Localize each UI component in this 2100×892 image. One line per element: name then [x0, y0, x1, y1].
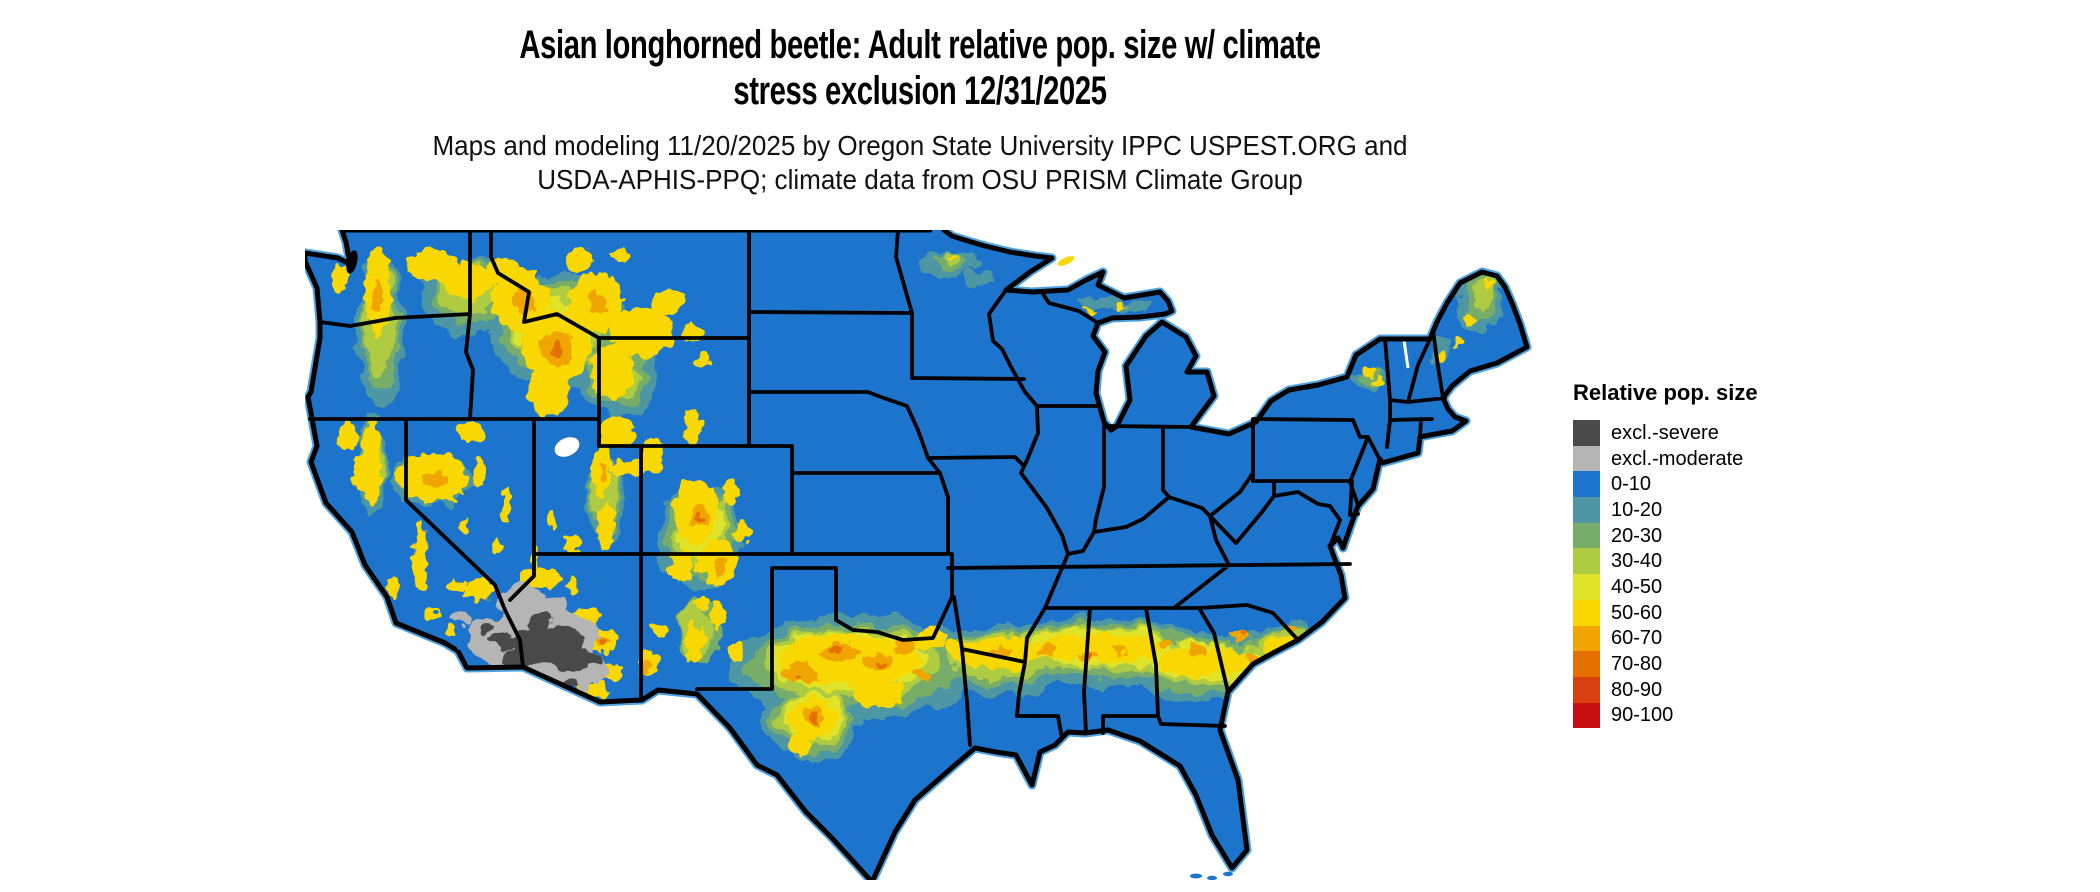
overlay-exclusion-severe: [480, 613, 599, 692]
national-border: [305, 230, 1530, 880]
legend-label: excl.-moderate: [1611, 447, 1744, 470]
title-line-2: stress exclusion 12/31/2025: [733, 69, 1107, 113]
page-subtitle: Maps and modeling 11/20/2025 by Oregon S…: [64, 129, 1775, 197]
legend-label: 0-10: [1611, 473, 1652, 496]
legend-swatch-20-30: [1573, 522, 1600, 549]
legend-item-20-30: 20-30: [1573, 522, 1853, 549]
legend-label: 60-70: [1611, 627, 1663, 650]
legend-swatch-80-90: [1573, 676, 1600, 703]
legend-label: 10-20: [1611, 498, 1663, 521]
legend-label: 70-80: [1611, 653, 1663, 676]
legend-swatch-excl-moderate: [1573, 445, 1600, 472]
legend-label: 90-100: [1611, 704, 1674, 727]
legend-label: 30-40: [1611, 550, 1663, 573]
legend-label: excl.-severe: [1611, 421, 1719, 444]
legend-label: 40-50: [1611, 575, 1663, 598]
isle-royale: [1057, 256, 1075, 266]
subtitle-line-2: USDA-APHIS-PPQ; climate data from OSU PR…: [537, 164, 1303, 195]
great-salt-lake: [554, 437, 580, 457]
overlay-pop-70-80: [549, 342, 1246, 722]
legend-swatch-50-60: [1573, 599, 1600, 626]
legend-swatch-0-10: [1573, 471, 1600, 498]
legend-item-10-20: 10-20: [1573, 497, 1853, 523]
offshore-cells: [433, 610, 1233, 880]
legend-item-70-80: 70-80: [1573, 651, 1853, 677]
legend-item-60-70: 60-70: [1573, 625, 1853, 652]
legend-item-50-60: 50-60: [1573, 599, 1853, 626]
legend-item-40-50: 40-50: [1573, 574, 1853, 600]
legend-swatch-70-80: [1573, 651, 1600, 677]
puget-sound: [346, 250, 358, 274]
legend-label: 80-90: [1611, 678, 1663, 701]
legend-item-excl-moderate: excl.-moderate: [1573, 445, 1853, 472]
legend-item-90-100: 90-100: [1573, 702, 1853, 729]
us-map: [305, 230, 1532, 880]
subtitle-line-1: Maps and modeling 11/20/2025 by Oregon S…: [432, 130, 1408, 161]
legend-label: 50-60: [1611, 601, 1663, 624]
legend-item-0-10: 0-10: [1573, 471, 1853, 498]
legend-item-30-40: 30-40: [1573, 548, 1853, 575]
state-borders: [308, 230, 1447, 747]
page-title: Asian longhorned beetle: Adult relative …: [248, 22, 1591, 114]
legend-swatch-90-100: [1573, 702, 1600, 729]
legend-title: Relative pop. size: [1573, 380, 1758, 405]
legend-swatch-40-50: [1573, 574, 1600, 600]
legend-swatch-excl-severe: [1573, 420, 1600, 446]
legend-item-excl-severe: excl.-severe: [1573, 420, 1853, 446]
legend-label: 20-30: [1611, 524, 1663, 547]
legend-item-80-90: 80-90: [1573, 676, 1853, 703]
map-legend: Relative pop. size excl.-severe excl.-mo…: [1573, 380, 1853, 729]
lake-champlain: [1402, 339, 1410, 369]
title-line-1: Asian longhorned beetle: Adult relative …: [519, 23, 1321, 67]
legend-swatch-30-40: [1573, 548, 1600, 575]
legend-swatch-60-70: [1573, 625, 1600, 652]
legend-swatch-10-20: [1573, 497, 1600, 523]
